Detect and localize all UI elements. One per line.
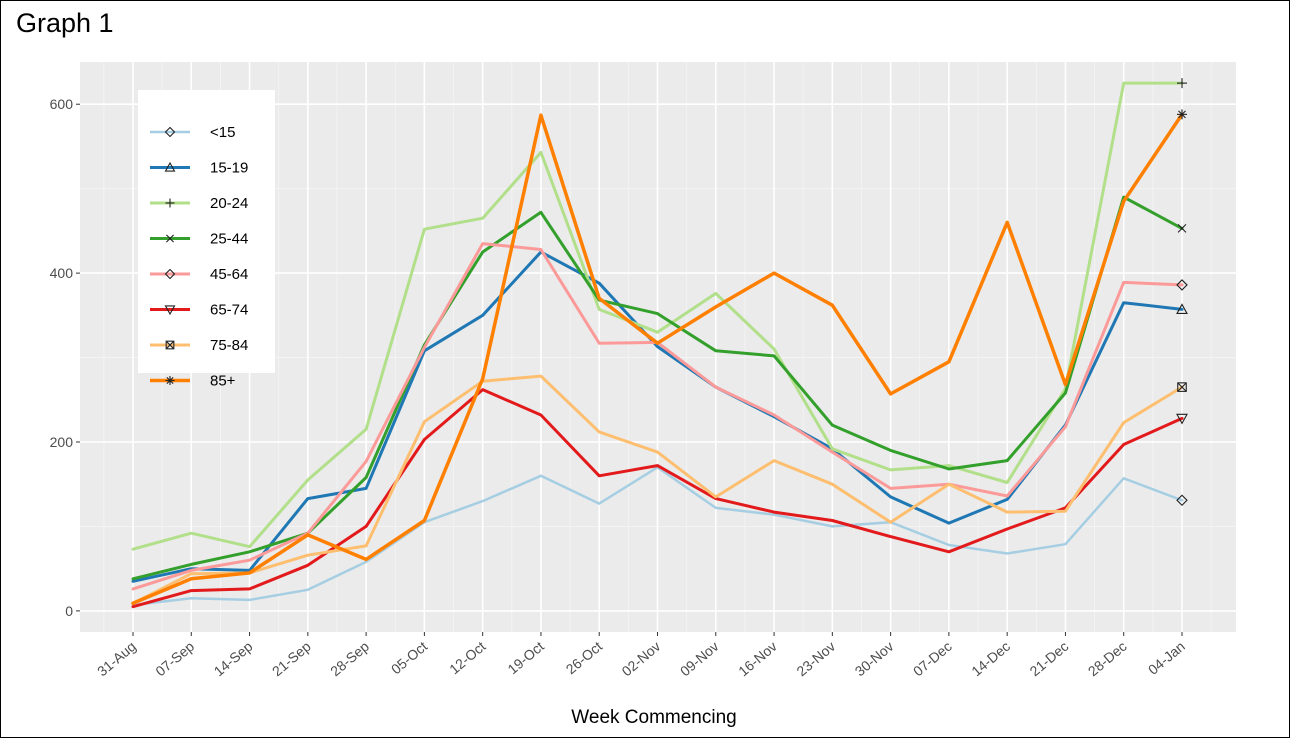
legend-item: 65-74	[150, 302, 248, 319]
legend-label: 75-84	[210, 337, 248, 354]
x-tick-label: 12-Oct	[446, 638, 489, 677]
series-end-marker	[1176, 279, 1188, 291]
y-tick-label: 200	[50, 434, 74, 450]
x-tick-label: 09-Nov	[677, 638, 722, 679]
marker-square	[1177, 382, 1187, 392]
series-line	[131, 388, 1184, 609]
x-axis: 31-Aug 07-Sep 14-Sep 21-Sep 28-Sep 05-Oct 12-O…	[94, 632, 1188, 679]
marker-asterisk-b	[166, 376, 174, 385]
marker-triangle-up	[1176, 303, 1188, 314]
y-tick-label: 400	[50, 265, 74, 281]
x-tick-label: 05-Oct	[388, 638, 431, 677]
series-end-marker	[1176, 494, 1188, 507]
series-line	[131, 250, 1184, 583]
marker-triangle-down	[164, 305, 176, 316]
x-tick-label: 02-Nov	[619, 638, 664, 679]
x-tick-label: 31-Aug	[94, 638, 139, 679]
marker-diamond	[1176, 279, 1188, 291]
legend-item: 25-44	[150, 231, 248, 248]
x-tick-label: 21-Dec	[1027, 638, 1072, 679]
series-line	[131, 374, 1184, 605]
legend-item: <15	[150, 124, 235, 141]
legend-label: <15	[210, 124, 235, 141]
series-end-marker	[1177, 78, 1187, 89]
end-markers	[1176, 78, 1188, 507]
marker-diamond	[1176, 494, 1188, 507]
series-lines	[131, 81, 1184, 609]
x-tick-label: 21-Sep	[269, 638, 314, 679]
series-end-marker	[1176, 413, 1188, 425]
legend-box	[138, 90, 275, 373]
y-tick-label: 0	[65, 603, 73, 619]
y-tick-label: 600	[50, 96, 74, 112]
x-tick-label: 28-Sep	[327, 638, 372, 679]
x-tick-label: 28-Dec	[1085, 638, 1130, 679]
x-axis-title: Week Commencing	[571, 707, 736, 728]
x-tick-label: 07-Dec	[910, 638, 955, 679]
legend-item: 20-24	[150, 195, 248, 212]
series-end-marker	[1177, 223, 1187, 233]
legend-item: 85+	[150, 373, 236, 390]
marker-asterisk-b	[1178, 110, 1186, 119]
series-line	[131, 81, 1184, 551]
marker-x-b	[166, 234, 174, 243]
marker-triangle-up	[164, 161, 176, 172]
legend-item: 15-19	[150, 160, 248, 177]
legend-label: 15-19	[210, 160, 248, 177]
legend-label: 20-24	[210, 195, 248, 212]
x-tick-label: 19-Oct	[504, 638, 547, 677]
legend: <15 15-19 20-24 25-44 45-64 65-74 75-84 85+	[138, 90, 275, 390]
marker-triangle-down	[1176, 413, 1188, 425]
page-title: Graph 1	[16, 8, 114, 38]
series-end-marker	[1176, 303, 1188, 314]
x-tick-label: 14-Sep	[211, 638, 256, 679]
legend-item: 75-84	[150, 337, 248, 354]
series-line	[131, 112, 1184, 606]
x-tick-label: 16-Nov	[735, 638, 780, 679]
marker-square-x-b	[165, 340, 175, 350]
marker-x-b	[1177, 223, 1187, 233]
series-end-marker	[1177, 382, 1187, 392]
marker-diamond	[164, 268, 176, 280]
legend-item: 45-64	[150, 266, 248, 283]
x-tick-label: 14-Dec	[968, 638, 1013, 679]
series-end-marker	[1177, 109, 1187, 120]
marker-square-x-b	[1177, 382, 1187, 392]
marker-diamond	[164, 126, 176, 138]
x-tick-label: 26-Oct	[563, 638, 606, 677]
y-axis: 0 200 400 600	[50, 96, 80, 619]
legend-label: 45-64	[210, 266, 248, 283]
x-tick-label: 04-Jan	[1145, 638, 1188, 678]
marker-square	[165, 340, 175, 350]
legend-label: 65-74	[210, 302, 248, 319]
legend-label: 85+	[210, 373, 236, 390]
x-tick-label: 23-Nov	[793, 638, 838, 679]
x-tick-label: 30-Nov	[852, 638, 897, 679]
x-tick-label: 07-Sep	[152, 638, 197, 679]
legend-label: 25-44	[210, 231, 248, 248]
